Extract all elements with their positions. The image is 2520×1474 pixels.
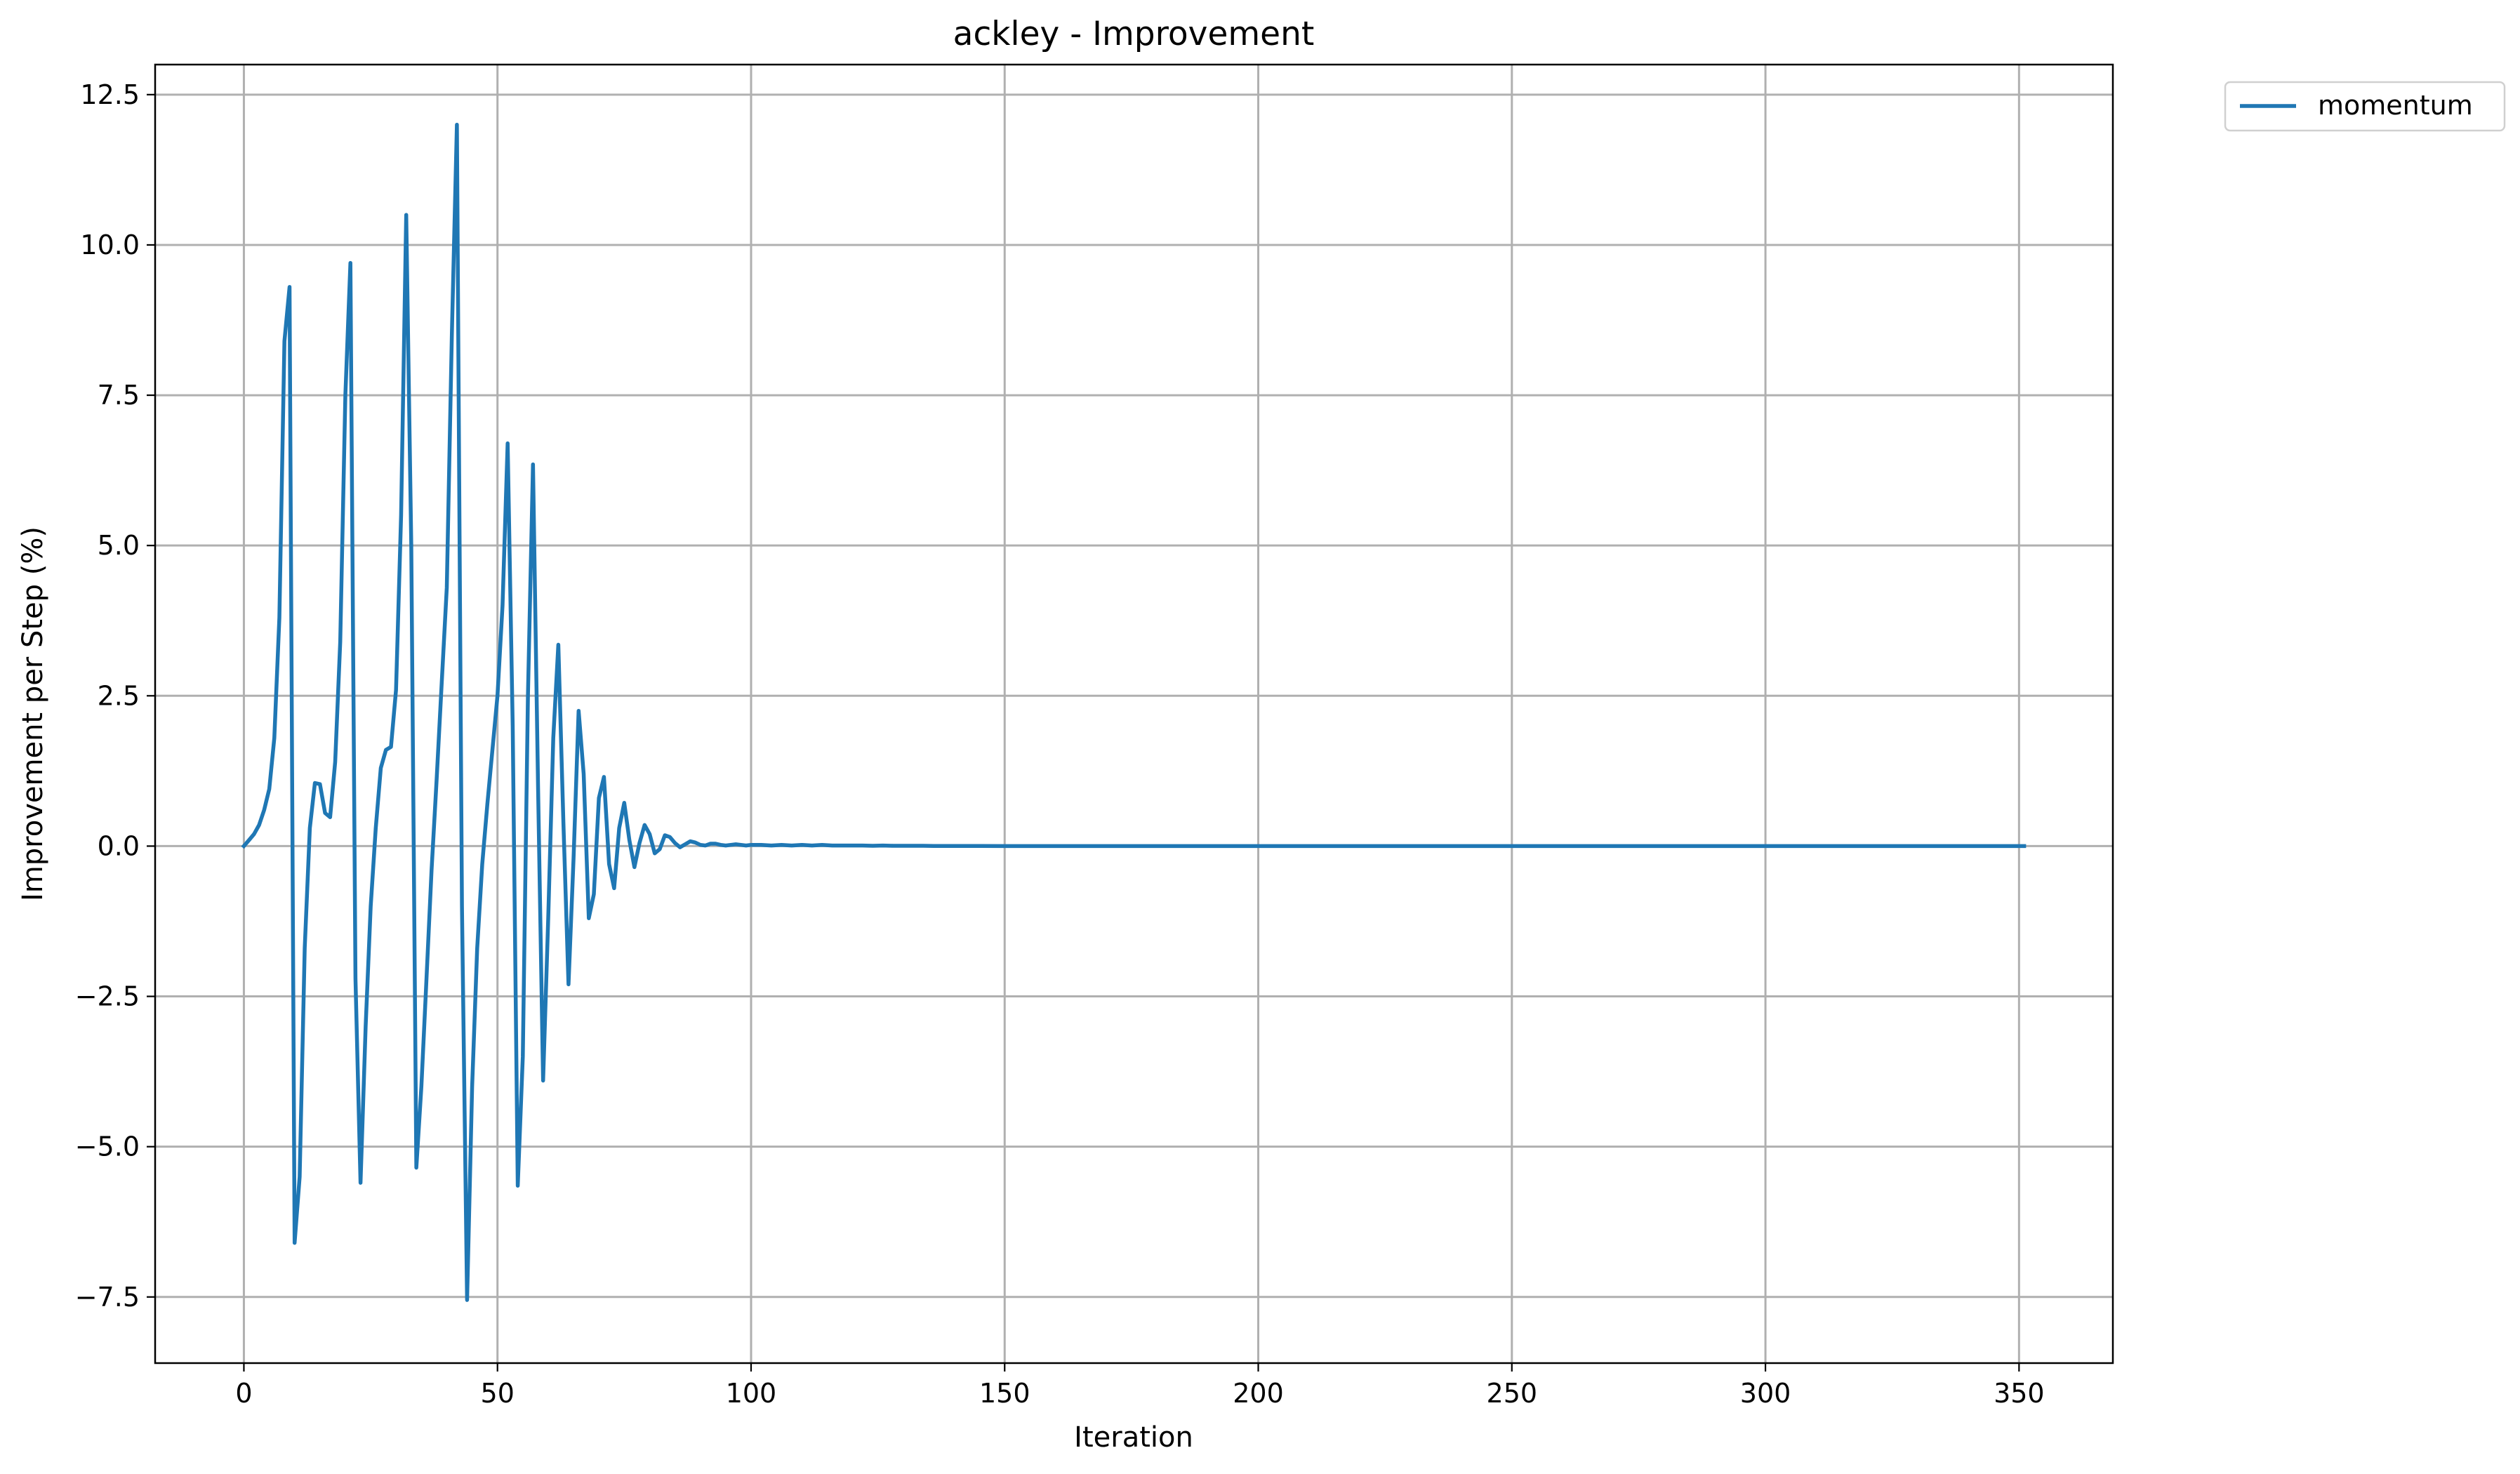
legend-box [2224,81,2506,132]
y-tick-label: 2.5 [98,680,140,711]
x-axis-title: Iteration [1074,1421,1193,1454]
y-tick-label: 7.5 [98,380,140,411]
line-layer [241,122,2027,1302]
y-tick-label: −5.0 [75,1131,140,1162]
y-tick-label: −2.5 [75,981,140,1012]
legend-label: momentum [2318,90,2473,121]
legend: momentum [2224,81,2506,132]
y-axis-title: Improvement per Step (%) [17,526,49,901]
y-tick-label: 10.0 [80,230,140,260]
series-line-momentum [241,122,2027,1302]
plot-frame [154,63,2114,1365]
x-tick-label: 100 [726,1378,777,1409]
x-tick-label: 300 [1740,1378,1791,1409]
x-tick-label: 200 [1233,1378,1284,1409]
y-tick-label: 12.5 [80,79,140,110]
x-tick-label: 50 [481,1378,515,1409]
chart-title: ackley - Improvement [953,15,1315,53]
x-tick-label: 350 [1994,1378,2045,1409]
y-tick-label: 5.0 [98,530,140,561]
x-tick-label: 250 [1487,1378,1538,1409]
x-tick-label: 0 [235,1378,252,1409]
ticks: 0 50 100 150 200 250 300 350 −7.5 −5.0 −2.5 0.0 2.5 5… [75,79,2045,1409]
x-tick-label: 150 [979,1378,1030,1409]
y-tick-label: −7.5 [75,1282,140,1313]
grid [155,65,2113,1363]
y-tick-label: 0.0 [98,830,140,861]
